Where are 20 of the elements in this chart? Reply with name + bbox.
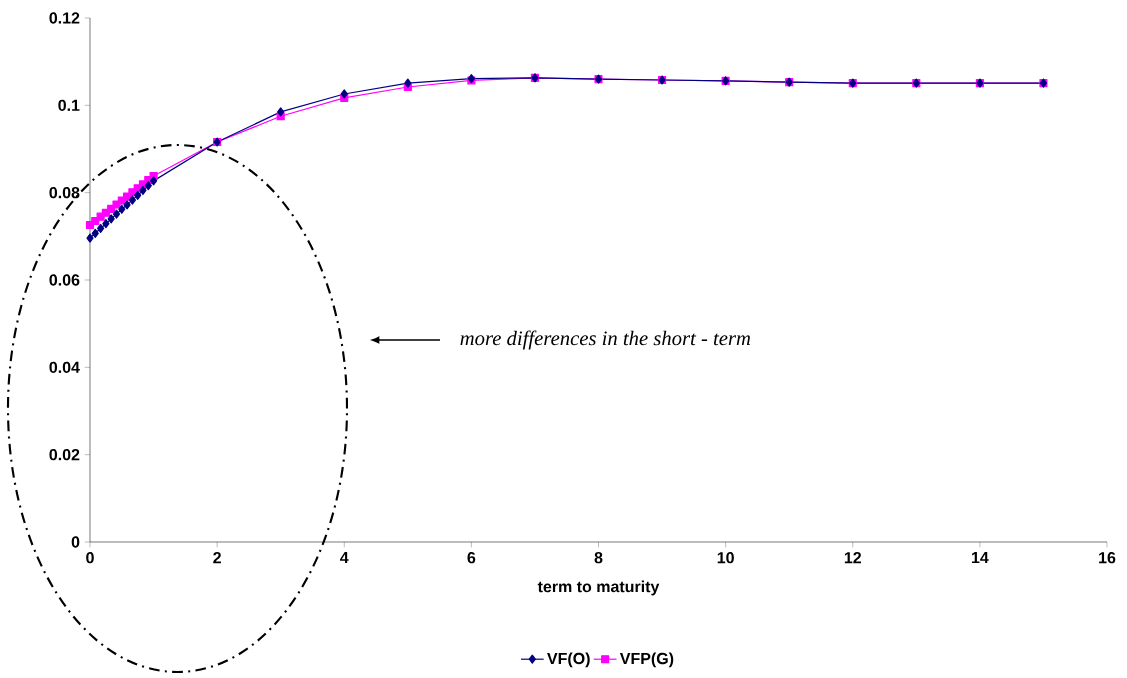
y-tick-label: 0.08 bbox=[49, 187, 80, 199]
x-tick-label: 10 bbox=[717, 552, 734, 564]
y-tick-label: 0.04 bbox=[49, 361, 80, 373]
y-tick-label: 0.02 bbox=[49, 449, 80, 461]
x-tick-label: 6 bbox=[467, 552, 476, 564]
y-tick-label: 0.1 bbox=[58, 99, 80, 111]
x-axis-title: term to maturity bbox=[537, 580, 660, 596]
x-tick-label: 8 bbox=[594, 552, 603, 564]
x-tick-label: 12 bbox=[844, 552, 862, 564]
x-tick-label: 0 bbox=[86, 552, 94, 564]
x-tick-label: 4 bbox=[340, 552, 349, 564]
x-tick-label: 14 bbox=[971, 552, 989, 564]
legend-label: VFP(G) bbox=[619, 652, 674, 668]
y-tick-label: 0 bbox=[71, 536, 80, 548]
legend-label: VF(O) bbox=[547, 652, 590, 668]
x-tick-label: 16 bbox=[1099, 552, 1116, 564]
y-tick-label: 0.06 bbox=[49, 274, 80, 286]
x-tick-label: 2 bbox=[213, 552, 221, 564]
y-tick-label: 0.12 bbox=[49, 12, 80, 24]
annotation: more differences in the short - term bbox=[460, 330, 751, 350]
